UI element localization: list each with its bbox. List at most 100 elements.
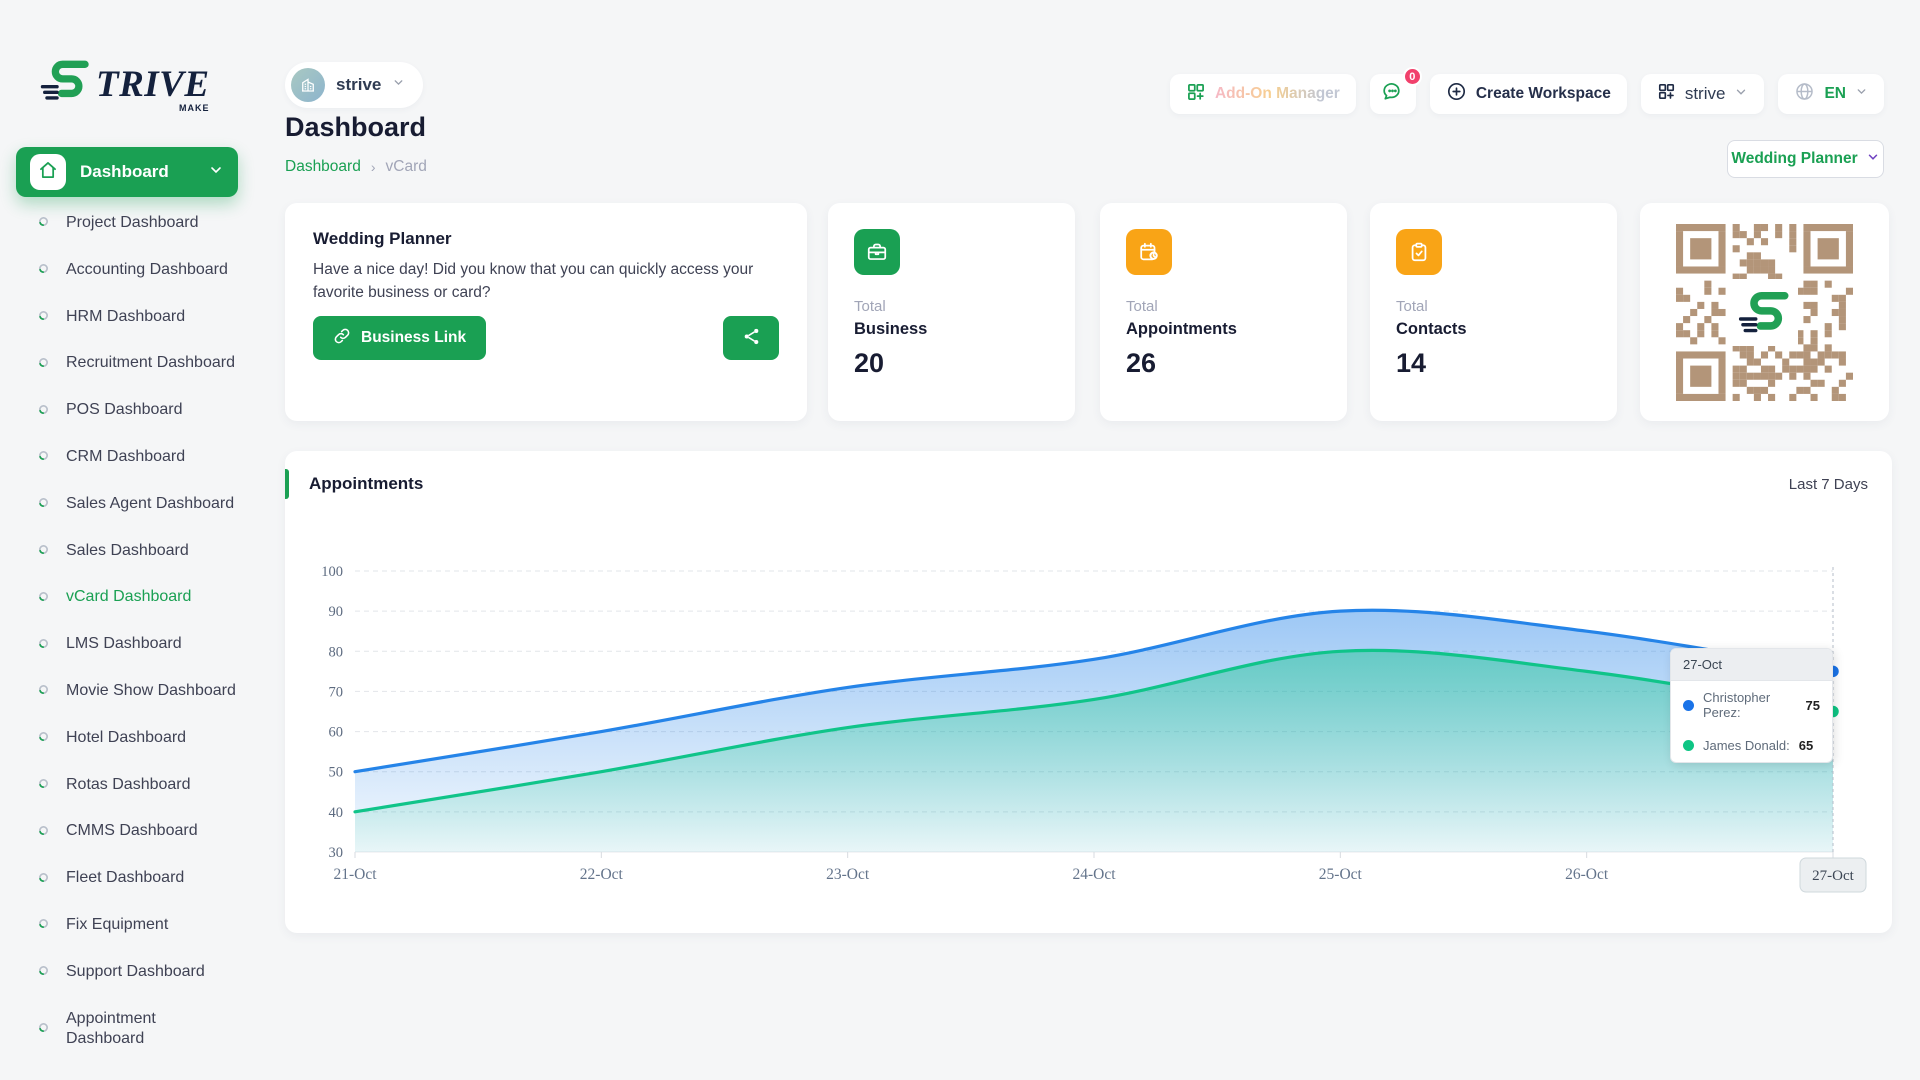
svg-text:90: 90 bbox=[329, 604, 344, 620]
business-link-button[interactable]: Business Link bbox=[313, 316, 487, 360]
progress-circle-icon bbox=[38, 589, 49, 607]
progress-circle-icon bbox=[38, 355, 49, 373]
chat-button[interactable]: 0 bbox=[1369, 67, 1422, 114]
stat-top-label: Total bbox=[1396, 298, 1428, 315]
sidebar-item-cmms-dashboard[interactable]: CMMS Dashboard bbox=[0, 808, 252, 855]
sidebar-item-fleet-dashboard[interactable]: Fleet Dashboard bbox=[0, 855, 252, 902]
sidebar-item-project-dashboard[interactable]: Project Dashboard bbox=[0, 200, 252, 247]
sidebar-item-movie-show-dashboard[interactable]: Movie Show Dashboard bbox=[0, 668, 252, 715]
sidebar-item-lms-dashboard[interactable]: LMS Dashboard bbox=[0, 621, 252, 668]
clipboard-check-icon bbox=[1396, 229, 1442, 275]
svg-text:21-Oct: 21-Oct bbox=[333, 866, 377, 883]
progress-circle-icon bbox=[38, 448, 49, 466]
appointments-chart-card: Appointments Last 7 Days 100 90 80 70 60 50 40… bbox=[285, 451, 1892, 933]
sidebar-item-accounting-dashboard[interactable]: Accounting Dashboard bbox=[0, 247, 252, 294]
create-workspace-button[interactable]: Create Workspace bbox=[1429, 74, 1627, 114]
chat-badge: 0 bbox=[1402, 67, 1422, 86]
svg-text:70: 70 bbox=[329, 684, 344, 700]
grid-plus-icon bbox=[1186, 82, 1206, 107]
sidebar-item-label: CRM Dashboard bbox=[66, 447, 186, 465]
sidebar-item-label: Fix Equipment bbox=[66, 915, 169, 933]
stat-label: Business bbox=[854, 320, 928, 338]
stat-card-appointments: Total Appointments 26 bbox=[1100, 203, 1347, 421]
sidebar-item-rotas-dashboard[interactable]: Rotas Dashboard bbox=[0, 762, 252, 809]
svg-text:25-Oct: 25-Oct bbox=[1319, 866, 1363, 883]
svg-text:30: 30 bbox=[329, 845, 344, 861]
sidebar-nav: Project Dashboard Accounting Dashboard HRM… bbox=[0, 200, 252, 1063]
share-button[interactable] bbox=[723, 316, 779, 360]
sidebar-item-label: vCard Dashboard bbox=[66, 588, 192, 606]
chart-title: Appointments bbox=[309, 474, 424, 493]
progress-circle-icon bbox=[38, 214, 49, 232]
sidebar-item-sales-agent-dashboard[interactable]: Sales Agent Dashboard bbox=[0, 481, 252, 528]
share-nodes-icon bbox=[742, 327, 761, 349]
breadcrumb: Dashboard › vCard bbox=[285, 158, 427, 176]
sidebar-item-fix-equipment[interactable]: Fix Equipment bbox=[0, 902, 252, 949]
workspace-chip[interactable]: strive bbox=[285, 62, 424, 108]
appointments-area-chart[interactable]: 100 90 80 70 60 50 40 30 21-Oct 22-Oct 23-Oct 24-Oc… bbox=[285, 451, 1892, 933]
sidebar-item-hrm-dashboard[interactable]: HRM Dashboard bbox=[0, 294, 252, 341]
svg-text:22-Oct: 22-Oct bbox=[580, 866, 624, 883]
svg-text:50: 50 bbox=[329, 765, 344, 781]
card-accent-bar bbox=[285, 469, 289, 499]
sidebar-item-label: Sales Agent Dashboard bbox=[66, 494, 235, 512]
globe-icon bbox=[1794, 81, 1815, 107]
sidebar-item-appointment-dashboard[interactable]: Appointment Dashboard bbox=[0, 996, 252, 1064]
svg-text:100: 100 bbox=[321, 564, 343, 580]
sidebar-item-label: Accounting Dashboard bbox=[66, 260, 228, 278]
home-icon bbox=[38, 160, 58, 185]
stat-top-label: Total bbox=[854, 298, 886, 315]
welcome-title: Wedding Planner bbox=[313, 229, 452, 248]
sidebar-item-vcard-dashboard[interactable]: vCard Dashboard bbox=[0, 574, 252, 621]
logo-main-text: TRIVE bbox=[96, 64, 210, 105]
stat-label: Appointments bbox=[1126, 320, 1237, 338]
app-logo[interactable]: TRIVE MAKE bbox=[38, 52, 210, 113]
stat-label: Contacts bbox=[1396, 320, 1467, 338]
progress-circle-icon bbox=[38, 636, 49, 654]
sidebar-item-label: HRM Dashboard bbox=[66, 307, 186, 325]
sidebar-group-dashboard[interactable]: Dashboard bbox=[16, 147, 238, 197]
workspace-selector-label: strive bbox=[1684, 84, 1726, 103]
sidebar-item-label: POS Dashboard bbox=[66, 401, 183, 419]
breadcrumb-dashboard[interactable]: Dashboard bbox=[285, 158, 361, 175]
addon-manager-button[interactable]: Add-On Manager bbox=[1169, 74, 1356, 114]
sidebar-item-label: LMS Dashboard bbox=[66, 635, 182, 653]
workspace-selector[interactable]: strive bbox=[1640, 74, 1765, 114]
progress-circle-icon bbox=[38, 542, 49, 560]
chevron-down-icon bbox=[1734, 85, 1748, 104]
business-selector[interactable]: Wedding Planner bbox=[1727, 140, 1884, 178]
svg-text:27-Oct: 27-Oct bbox=[1812, 868, 1854, 884]
svg-text:23-Oct: 23-Oct bbox=[826, 866, 870, 883]
sidebar-item-recruitment-dashboard[interactable]: Recruitment Dashboard bbox=[0, 340, 252, 387]
sidebar-item-label: Project Dashboard bbox=[66, 214, 199, 231]
sidebar-item-label: Rotas Dashboard bbox=[66, 775, 191, 793]
language-selector[interactable]: EN bbox=[1778, 74, 1884, 114]
sidebar-item-label: Appointment Dashboard bbox=[66, 1009, 156, 1048]
chevron-down-icon bbox=[1866, 150, 1880, 169]
stat-value: 26 bbox=[1126, 348, 1157, 378]
series-value: 65 bbox=[1798, 738, 1814, 753]
sidebar-item-crm-dashboard[interactable]: CRM Dashboard bbox=[0, 434, 252, 481]
sidebar-item-label: Support Dashboard bbox=[66, 962, 205, 980]
sidebar-item-hotel-dashboard[interactable]: Hotel Dashboard bbox=[0, 715, 252, 762]
briefcase-icon bbox=[854, 229, 900, 275]
progress-circle-icon bbox=[38, 308, 49, 326]
sidebar-item-label: Movie Show Dashboard bbox=[66, 681, 236, 699]
workspace-name: strive bbox=[336, 75, 382, 94]
chevron-down-icon bbox=[392, 76, 405, 94]
stat-value: 20 bbox=[854, 348, 885, 378]
sidebar-group-label: Dashboard bbox=[80, 162, 169, 181]
tooltip-series-row: Christopher Perez: 75 bbox=[1671, 681, 1832, 729]
svg-text:40: 40 bbox=[329, 805, 344, 821]
progress-circle-icon bbox=[38, 963, 49, 981]
grid-plus-icon bbox=[1657, 82, 1676, 106]
tooltip-date: 27-Oct bbox=[1671, 649, 1832, 681]
sidebar-item-pos-dashboard[interactable]: POS Dashboard bbox=[0, 387, 252, 434]
addon-manager-label: Add-On Manager bbox=[1214, 85, 1340, 102]
sidebar-item-sales-dashboard[interactable]: Sales Dashboard bbox=[0, 528, 252, 575]
chat-bubble-icon bbox=[1381, 80, 1404, 108]
workspace-avatar bbox=[291, 68, 325, 102]
sidebar-item-label: Recruitment Dashboard bbox=[66, 354, 235, 372]
sidebar-item-support-dashboard[interactable]: Support Dashboard bbox=[0, 949, 252, 996]
chevron-down-icon bbox=[208, 162, 224, 183]
